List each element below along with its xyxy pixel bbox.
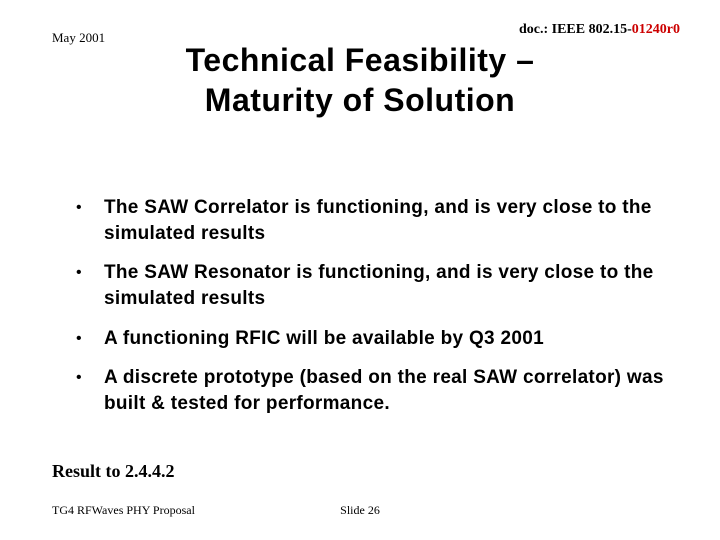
list-item: A discrete prototype (based on the real … (70, 365, 670, 416)
header-doc-number: doc.: IEEE 802.15-01240r0 (519, 22, 680, 38)
doc-prefix: doc.: IEEE 802.15- (519, 22, 632, 37)
slide: May 2001 doc.: IEEE 802.15-01240r0 Techn… (0, 0, 720, 540)
slide-title: Technical Feasibility – Maturity of Solu… (0, 40, 720, 120)
footer-slide-number: Slide 26 (0, 503, 720, 518)
title-line-1: Technical Feasibility – (186, 42, 535, 78)
list-item: A functioning RFIC will be available by … (70, 326, 670, 352)
result-reference: Result to 2.4.4.2 (52, 461, 175, 482)
list-item: The SAW Correlator is functioning, and i… (70, 195, 670, 246)
title-line-2: Maturity of Solution (205, 82, 515, 118)
bullet-list: The SAW Correlator is functioning, and i… (70, 195, 670, 430)
list-item: The SAW Resonator is functioning, and is… (70, 260, 670, 311)
doc-suffix: 01240r0 (632, 22, 680, 37)
